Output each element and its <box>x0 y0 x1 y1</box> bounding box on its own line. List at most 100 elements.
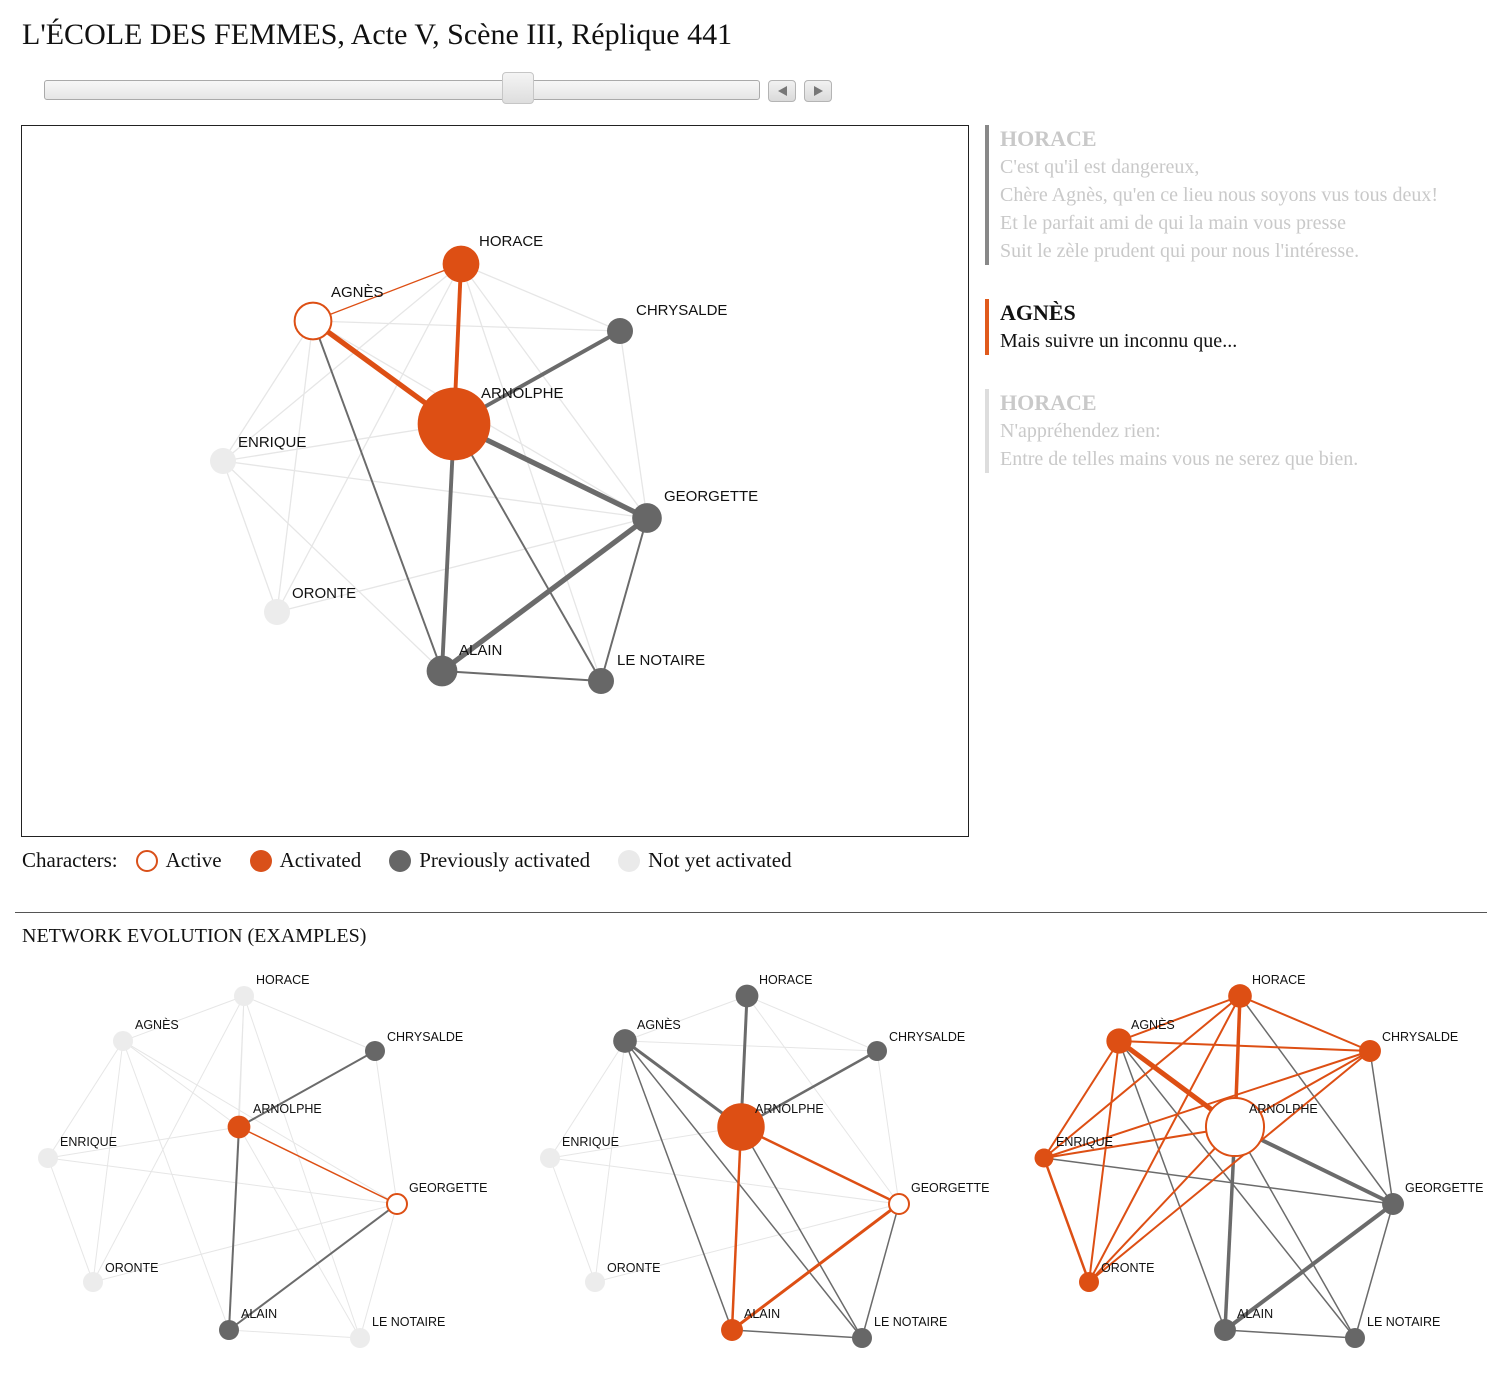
node-agnes[interactable] <box>613 1029 637 1053</box>
node-georgette[interactable] <box>1382 1193 1404 1215</box>
verse-line: Mais suivre un inconnu que... <box>1000 330 1238 352</box>
node-arnolphe[interactable] <box>227 1115 251 1139</box>
node-arnolphe[interactable] <box>1204 1096 1266 1158</box>
evolution-graph-3: HORACE AGNÈS CHRYSALDE ARNOLPHE ENRIQUE GEORG… <box>1034 973 1483 1348</box>
node-enrique[interactable] <box>540 1148 560 1168</box>
node-le-notaire[interactable] <box>852 1328 872 1348</box>
node-layer: HORACE AGNÈS CHRYSALDE ARNOLPHE ENRIQUE GEORG… <box>38 973 487 1348</box>
node-horace[interactable] <box>234 986 254 1006</box>
previous-reply-button[interactable] <box>768 80 796 102</box>
verse-line: Et le parfait ami de qui la main vous pr… <box>1000 212 1347 234</box>
node-alain[interactable] <box>721 1319 743 1341</box>
page-title: L'ÉCOLE DES FEMMES, Acte V, Scène III, R… <box>22 18 733 51</box>
node-label-oronte: ORONTE <box>292 585 356 602</box>
edge-georgette-le-notaire <box>600 517 648 682</box>
edge-alain-le-notaire <box>228 1329 361 1339</box>
node-label-arnolphe: ARNOLPHE <box>481 385 564 402</box>
verse-line: N'appréhendez rien: <box>1000 420 1161 442</box>
previous-circle-icon <box>389 849 412 872</box>
node-label-georgette: GEORGETTE <box>664 488 758 505</box>
node-label-agnes: AGNÈS <box>331 284 384 301</box>
node-oronte[interactable] <box>1079 1272 1099 1292</box>
node-arnolphe[interactable] <box>417 387 491 461</box>
edge-agnes-arnolphe <box>122 1040 240 1128</box>
verse-line: C'est qu'il est dangereux, <box>1000 156 1200 178</box>
node-arnolphe[interactable] <box>717 1103 765 1151</box>
node-label-le-notaire: LE NOTAIRE <box>1367 1315 1440 1329</box>
node-label-le-notaire: LE NOTAIRE <box>372 1315 445 1329</box>
node-agnes[interactable] <box>293 301 333 341</box>
edge-agnes-oronte <box>1088 1040 1120 1283</box>
speaker-name: AGNÈS <box>1000 300 1076 325</box>
reply-previous: HORACE C'est qu'il est dangereux, Chère … <box>985 125 1495 265</box>
node-chrysalde[interactable] <box>365 1041 385 1061</box>
edge-horace-enrique <box>1043 995 1241 1159</box>
node-agnes[interactable] <box>113 1031 133 1051</box>
reply-next: HORACE N'appréhendez rien: Entre de tell… <box>985 389 1495 473</box>
edge-arnolphe-le-notaire <box>1234 1126 1356 1339</box>
verse-line: Entre de telles mains vous ne serez que … <box>1000 448 1359 470</box>
reply-slider-track[interactable] <box>44 80 760 100</box>
node-label-enrique: ENRIQUE <box>562 1135 619 1149</box>
node-le-notaire[interactable] <box>588 668 614 694</box>
next-reply-button[interactable] <box>804 80 832 102</box>
node-alain[interactable] <box>1214 1319 1236 1341</box>
node-enrique[interactable] <box>210 448 236 474</box>
legend-text: Not yet activated <box>648 848 792 872</box>
node-layer: HORACE AGNÈS CHRYSALDE ARNOLPHE ENRIQUE GEORG… <box>540 973 989 1348</box>
node-alain[interactable] <box>426 655 458 687</box>
node-oronte[interactable] <box>264 599 290 625</box>
edge-arnolphe-le-notaire <box>740 1126 863 1339</box>
edge-enrique-georgette <box>549 1157 900 1205</box>
edge-enrique-oronte <box>222 460 278 613</box>
node-label-horace: HORACE <box>759 973 812 987</box>
edge-enrique-arnolphe <box>47 1126 240 1159</box>
node-label-oronte: ORONTE <box>607 1261 660 1275</box>
node-horace[interactable] <box>735 984 759 1008</box>
node-agnes[interactable] <box>1106 1028 1132 1054</box>
legend-text: Activated <box>279 848 362 872</box>
node-chrysalde[interactable] <box>1359 1040 1381 1062</box>
node-horace[interactable] <box>1228 984 1252 1008</box>
node-le-notaire[interactable] <box>1345 1328 1365 1348</box>
evolution-title: NETWORK EVOLUTION (EXAMPLES) <box>22 925 367 947</box>
node-oronte[interactable] <box>585 1272 605 1292</box>
edge-horace-georgette <box>460 263 648 519</box>
node-le-notaire[interactable] <box>350 1328 370 1348</box>
edge-oronte-arnolphe <box>1088 1126 1236 1283</box>
node-label-agnes: AGNÈS <box>637 1017 681 1032</box>
node-enrique[interactable] <box>38 1148 58 1168</box>
node-label-chrysalde: CHRYSALDE <box>889 1030 965 1044</box>
evolution-graph-1: HORACE AGNÈS CHRYSALDE ARNOLPHE ENRIQUE GEORG… <box>38 973 487 1348</box>
node-georgette[interactable] <box>888 1193 910 1215</box>
node-label-enrique: ENRIQUE <box>60 1135 117 1149</box>
character-network-graph: HORACE AGNÈS CHRYSALDE ARNOLPHE ENRIQUE GEORG… <box>210 233 758 694</box>
edge-georgette-alain <box>731 1202 900 1332</box>
node-label-horace: HORACE <box>1252 973 1305 987</box>
edge-chrysalde-enrique <box>1043 1050 1371 1159</box>
edge-arnolphe-le-notaire <box>453 423 602 682</box>
triangle-right-icon <box>814 86 823 96</box>
edge-agnes-alain <box>122 1040 230 1331</box>
legend-text: Active <box>165 848 222 872</box>
edge-georgette-alain <box>440 515 649 674</box>
reply-slider-thumb[interactable] <box>502 72 534 104</box>
node-georgette[interactable] <box>632 503 662 533</box>
node-georgette[interactable] <box>386 1193 408 1215</box>
edge-horace-georgette <box>1239 995 1394 1205</box>
edge-oronte-georgette <box>92 1203 398 1283</box>
node-enrique[interactable] <box>1034 1148 1054 1168</box>
legend-item-activated: Activated <box>249 848 362 873</box>
edge-horace-le-notaire <box>460 263 602 682</box>
node-chrysalde[interactable] <box>607 318 633 344</box>
node-alain[interactable] <box>219 1320 239 1340</box>
edge-agnes-chrysalde <box>624 1040 878 1052</box>
node-oronte[interactable] <box>83 1272 103 1292</box>
legend-item-previous: Previously activated <box>389 848 590 873</box>
node-layer: HORACE AGNÈS CHRYSALDE ARNOLPHE ENRIQUE GEORG… <box>1034 973 1483 1348</box>
node-label-alain: ALAIN <box>241 1307 277 1321</box>
node-horace[interactable] <box>442 245 480 283</box>
node-chrysalde[interactable] <box>867 1041 887 1061</box>
edge-agnes-arnolphe <box>624 1039 742 1129</box>
edge-agnes-le-notaire <box>1118 1040 1356 1339</box>
